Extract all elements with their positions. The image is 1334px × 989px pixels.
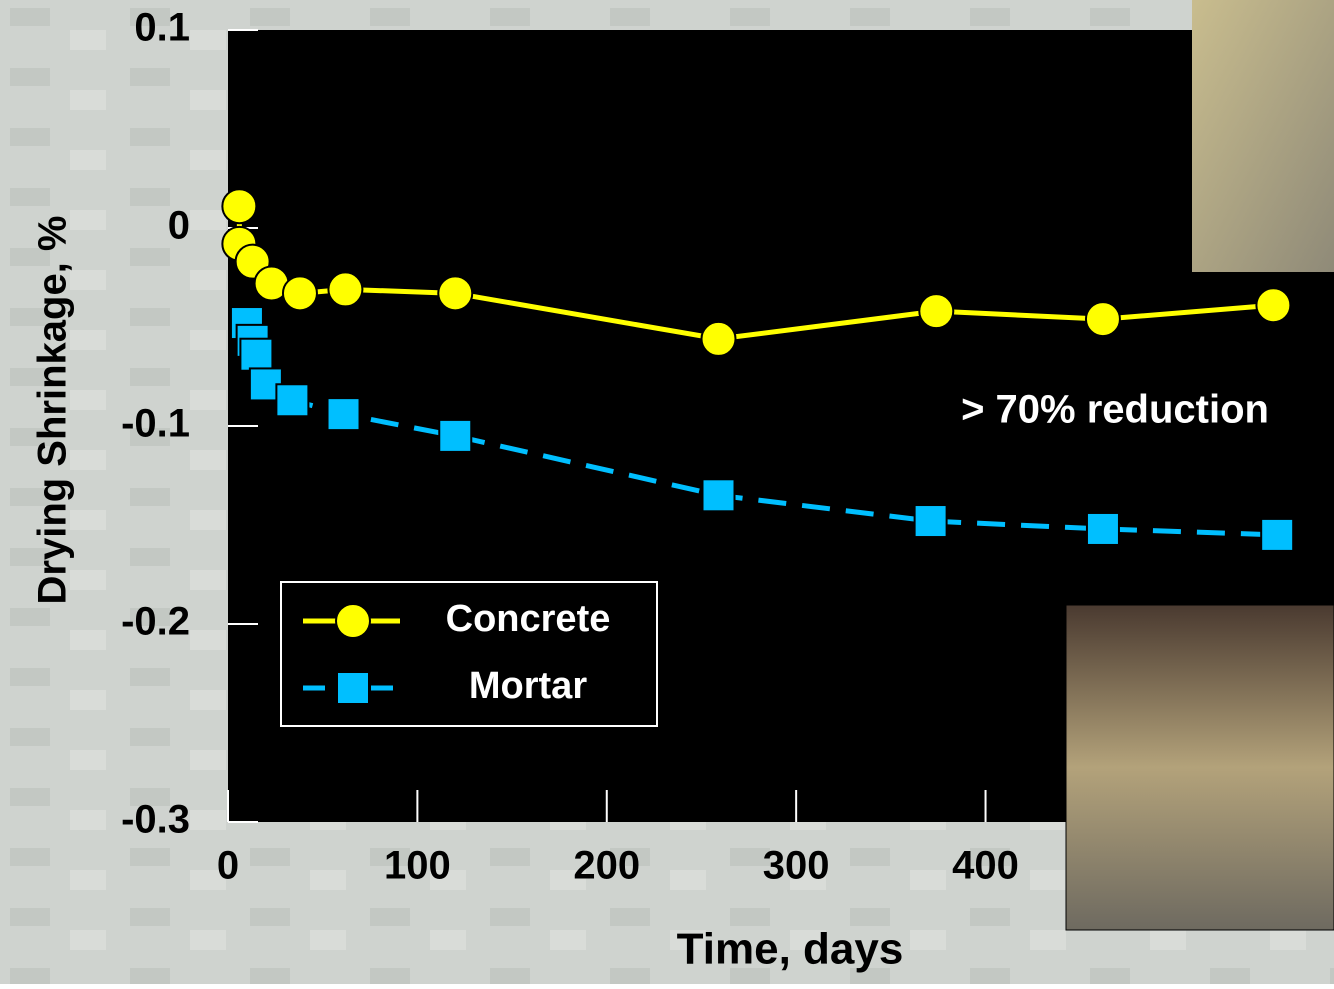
point [700, 320, 737, 357]
legend-label: Concrete [446, 598, 611, 640]
point [913, 504, 948, 539]
x-tick-label: 200 [573, 844, 640, 888]
x-tick-label: 0 [217, 844, 239, 888]
y-tick-label: 0.1 [134, 6, 190, 50]
x-tick-label: 100 [384, 844, 451, 888]
point [239, 337, 274, 372]
point [326, 397, 361, 432]
point [1260, 517, 1295, 552]
x-tick-label: 300 [763, 844, 830, 888]
point [275, 383, 310, 418]
legend: Concrete Mortar [280, 581, 658, 727]
point [701, 478, 736, 513]
x-axis-title: Time, days [677, 925, 904, 974]
y-tick-label: -0.1 [121, 402, 190, 446]
y-axis-title: Drying Shrinkage, % [31, 216, 75, 605]
photo [1065, 604, 1334, 931]
legend-label: Mortar [469, 665, 587, 707]
point [438, 418, 473, 453]
y-tick-label: -0.3 [121, 798, 190, 842]
point [1085, 511, 1120, 546]
point [335, 603, 371, 639]
photo [1192, 0, 1334, 272]
x-tick-label: 400 [952, 844, 1019, 888]
plot [221, 29, 1295, 823]
y-tick-label: 0 [168, 204, 190, 248]
point [327, 271, 364, 308]
point [1084, 301, 1121, 338]
point [221, 188, 258, 225]
annotation: > 70% reduction [961, 388, 1269, 432]
point [336, 671, 370, 705]
point [281, 275, 318, 312]
y-tick-label: -0.2 [121, 600, 190, 644]
point [437, 275, 474, 312]
point [918, 293, 955, 330]
point [1255, 287, 1292, 324]
